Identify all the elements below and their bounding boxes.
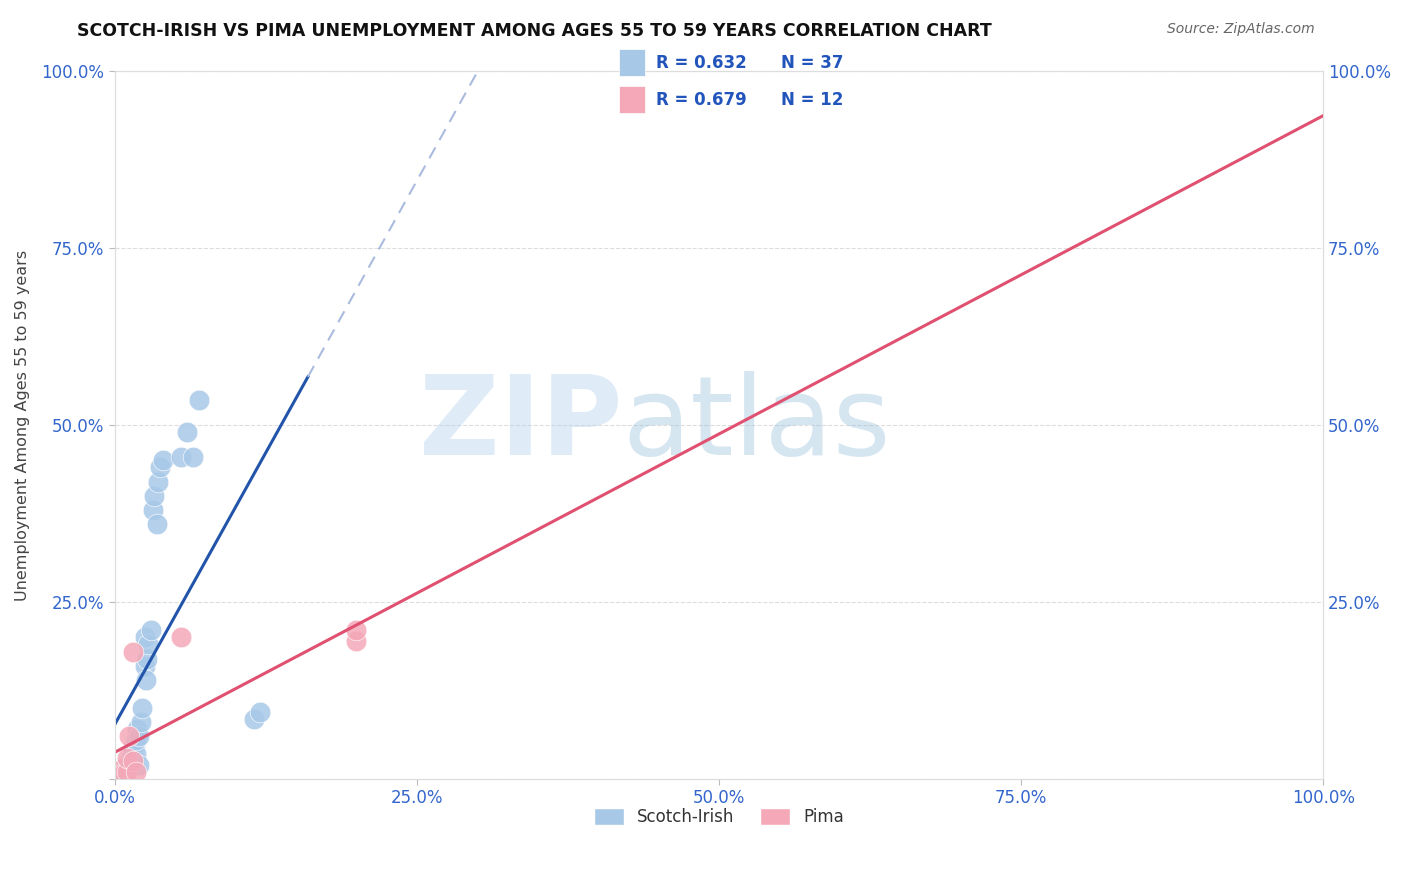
Point [146, 517, 169, 532]
Bar [620, 49, 645, 77]
Y-axis label: Unemployment Among Ages 55 to 59 years: Unemployment Among Ages 55 to 59 years [15, 250, 30, 600]
Point [131, 701, 153, 715]
Point [129, 715, 152, 730]
Point [170, 631, 193, 645]
Point [146, 475, 169, 489]
Point [118, 761, 141, 775]
Point [181, 450, 204, 464]
Text: atlas: atlas [621, 371, 890, 478]
Point [110, 768, 132, 782]
Point [122, 754, 145, 768]
Point [121, 754, 143, 768]
Text: R = 0.632: R = 0.632 [655, 54, 747, 72]
Point [139, 624, 162, 638]
Point [127, 723, 149, 737]
Point [134, 658, 156, 673]
Point [110, 768, 132, 782]
Point [112, 766, 135, 780]
Point [111, 764, 134, 779]
Point [115, 757, 138, 772]
Point [188, 393, 211, 408]
Point [115, 764, 138, 779]
Bar [620, 86, 645, 113]
Text: ZIP: ZIP [419, 371, 621, 478]
Point [124, 737, 146, 751]
Point [149, 460, 172, 475]
Point [242, 712, 264, 726]
Point [170, 450, 193, 464]
Text: N = 37: N = 37 [780, 54, 844, 72]
Point [128, 757, 150, 772]
Point [121, 740, 143, 755]
Point [249, 705, 271, 719]
Point [121, 747, 143, 761]
Point [120, 757, 142, 772]
Text: SCOTCH-IRISH VS PIMA UNEMPLOYMENT AMONG AGES 55 TO 59 YEARS CORRELATION CHART: SCOTCH-IRISH VS PIMA UNEMPLOYMENT AMONG … [77, 22, 993, 40]
Point [125, 764, 148, 779]
Legend: Scotch-Irish, Pima: Scotch-Irish, Pima [586, 799, 852, 834]
Point [115, 750, 138, 764]
Point [143, 489, 166, 503]
Point [134, 631, 156, 645]
Point [115, 761, 138, 775]
Point [118, 730, 141, 744]
Point [125, 747, 148, 761]
Point [120, 750, 142, 764]
Point [111, 761, 134, 775]
Point [112, 766, 135, 780]
Point [135, 673, 157, 687]
Point [142, 503, 165, 517]
Point [128, 730, 150, 744]
Point [125, 733, 148, 747]
Point [152, 453, 174, 467]
Text: N = 12: N = 12 [780, 91, 844, 109]
Point [121, 644, 143, 658]
Point [344, 633, 367, 648]
Point [138, 637, 160, 651]
Point [344, 624, 367, 638]
Text: Source: ZipAtlas.com: Source: ZipAtlas.com [1167, 22, 1315, 37]
Point [176, 425, 198, 439]
Text: R = 0.679: R = 0.679 [655, 91, 747, 109]
Point [136, 651, 159, 665]
